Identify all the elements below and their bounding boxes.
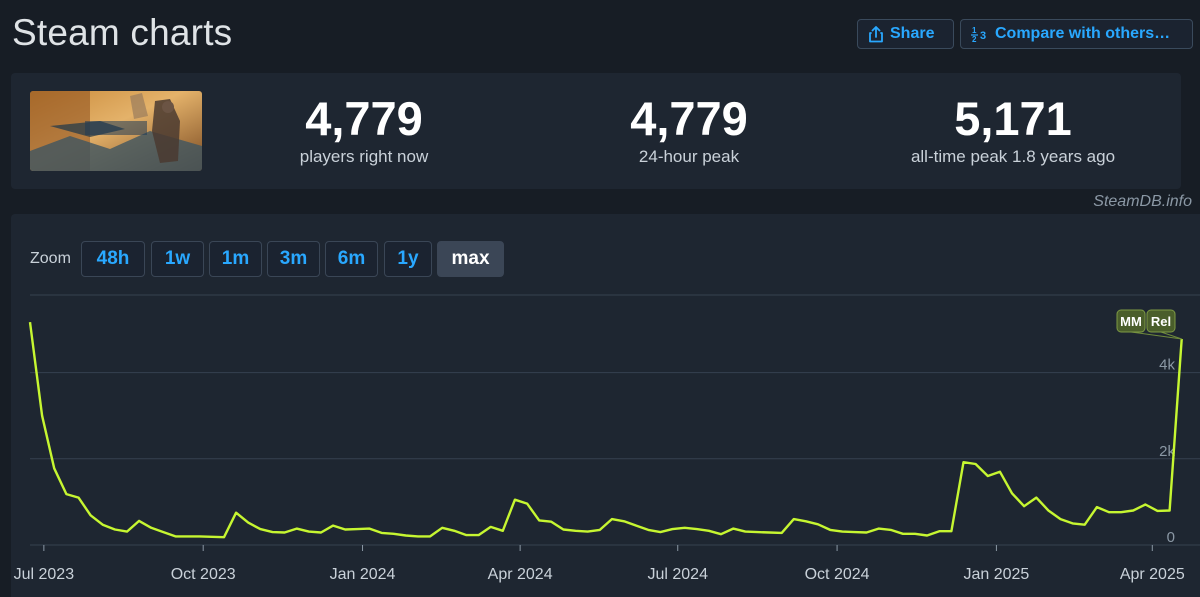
stat-current-players: 4,779 players right now (214, 91, 514, 167)
share-icon (869, 25, 883, 42)
fraction-icon: 1 2 3 (971, 26, 986, 43)
svg-text:1: 1 (972, 26, 977, 35)
x-tick-label: Oct 2024 (805, 566, 870, 583)
svg-text:2: 2 (972, 35, 977, 43)
y-tick-label: 2k (1159, 443, 1175, 460)
zoom-max-button[interactable]: max (437, 241, 504, 277)
zoom-48h-button[interactable]: 48h (81, 241, 145, 277)
x-tick-label: Apr 2025 (1120, 566, 1185, 583)
x-tick-label: Jan 2024 (330, 566, 396, 583)
share-button[interactable]: Share (857, 19, 954, 49)
annotation-flag (1146, 309, 1176, 333)
svg-text:3: 3 (980, 30, 986, 42)
alltime-peak-label: all-time peak 1.8 years ago (910, 147, 1116, 166)
annotation-connector (1130, 331, 1182, 340)
alltime-peak-value: 5,171 (954, 92, 1072, 145)
y-tick-label: 0 (1167, 529, 1175, 546)
current-players-value: 4,779 (305, 92, 423, 145)
steamdb-credit[interactable]: SteamDB.info (1093, 193, 1192, 210)
zoom-1m-button[interactable]: 1m (209, 241, 262, 277)
page-title: Steam charts (12, 12, 233, 53)
zoom-3m-button[interactable]: 3m (267, 241, 320, 277)
current-players-label: players right now (299, 147, 429, 166)
share-label: Share (890, 25, 935, 42)
compare-button[interactable]: 1 2 3 Compare with others… (960, 19, 1193, 49)
game-artwork (30, 91, 202, 171)
annotation-flag (1116, 309, 1146, 333)
annotation-label: Rel (1151, 314, 1171, 329)
y-tick-label: 4k (1159, 357, 1175, 374)
compare-label: Compare with others… (995, 25, 1171, 42)
x-tick-label: Jul 2024 (647, 566, 708, 583)
chart-panel (11, 214, 1200, 597)
peak-24h-label: 24-hour peak (638, 147, 740, 166)
stat-24h-peak: 4,779 24-hour peak (539, 91, 839, 167)
x-tick-label: Jul 2023 (14, 566, 75, 583)
stats-panel: 4,779 players right now 4,779 24-hour pe… (11, 73, 1181, 189)
series-line (28, 321, 1183, 539)
zoom-1y-button[interactable]: 1y (384, 241, 432, 277)
annotation-connector (1160, 331, 1182, 340)
zoom-6m-button[interactable]: 6m (325, 241, 378, 277)
game-capsule-image[interactable] (30, 91, 202, 171)
zoom-1w-button[interactable]: 1w (151, 241, 204, 277)
x-tick-label: Oct 2023 (171, 566, 236, 583)
zoom-label: Zoom (30, 250, 71, 267)
x-tick-label: Apr 2024 (488, 566, 553, 583)
annotation-label: MM (1120, 314, 1142, 329)
x-tick-label: Jan 2025 (963, 566, 1029, 583)
peak-24h-value: 4,779 (630, 92, 748, 145)
stat-alltime-peak: 5,171 all-time peak 1.8 years ago (863, 91, 1163, 167)
